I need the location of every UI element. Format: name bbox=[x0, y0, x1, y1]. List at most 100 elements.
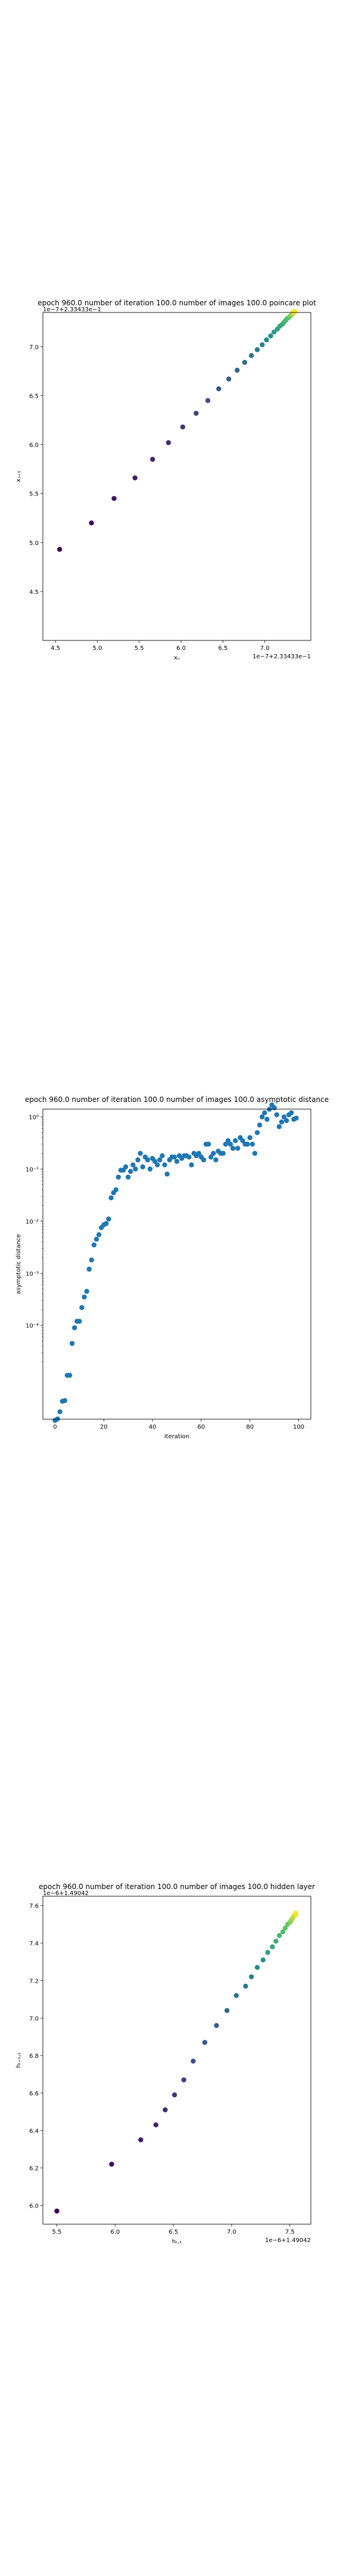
scatter-point bbox=[274, 1112, 279, 1117]
x-tick-label: 20 bbox=[100, 1424, 108, 1431]
scatter-point bbox=[202, 2039, 208, 2045]
x-tick-label: 6.5 bbox=[218, 645, 227, 652]
scatter-point bbox=[67, 1373, 73, 1378]
chart-title: epoch 960.0 number of iteration 100.0 nu… bbox=[39, 1883, 315, 1891]
scatter-point bbox=[132, 475, 138, 481]
poincare-plot-svg: epoch 960.0 number of iteration 100.0 nu… bbox=[15, 299, 316, 661]
y-tick-label: 7.0 bbox=[29, 2015, 39, 2022]
y-axis-label: xₙ₊₁ bbox=[15, 470, 22, 482]
asymptotic-distance-svg: epoch 960.0 number of iteration 100.0 nu… bbox=[15, 1095, 329, 1440]
scatter-point bbox=[54, 2208, 60, 2214]
x-tick-label: 7.0 bbox=[227, 2229, 236, 2236]
scatter-point bbox=[191, 2058, 196, 2064]
scatter-point bbox=[108, 1195, 114, 1201]
scatter-point bbox=[260, 342, 265, 348]
scatter-point bbox=[259, 1114, 265, 1120]
scatter-point bbox=[160, 1153, 165, 1159]
x-tick-label: 100 bbox=[293, 1424, 304, 1431]
scatter-point bbox=[283, 1118, 289, 1123]
scatter-point bbox=[262, 1110, 267, 1116]
scatter-point bbox=[163, 2107, 168, 2113]
x-tick-label: 60 bbox=[198, 1424, 205, 1431]
scatter-point bbox=[130, 1162, 136, 1168]
scatter-point bbox=[89, 520, 94, 526]
scatter-point bbox=[220, 1150, 226, 1156]
y-tick-label: 7.4 bbox=[29, 1941, 39, 1948]
scatter-point bbox=[242, 360, 248, 365]
asymptotic-distance-chart: epoch 960.0 number of iteration 100.0 nu… bbox=[0, 1079, 343, 1461]
scatter-point bbox=[145, 1157, 151, 1163]
x-axis-label: hₜ,₁ bbox=[172, 2238, 182, 2245]
scatter-point bbox=[128, 1169, 133, 1174]
scatter-point bbox=[196, 1150, 202, 1156]
x-tick-label: 0 bbox=[53, 1424, 57, 1431]
y-offset-text: 1e−7+2.33433e−1 bbox=[43, 306, 101, 313]
scatter-point bbox=[174, 1159, 180, 1164]
scatter-point bbox=[135, 1157, 141, 1163]
y-tick-label: 10⁻³ bbox=[26, 1271, 39, 1277]
scatter-point bbox=[123, 1164, 129, 1170]
x-offset-text: 1e−7+2.33433e−1 bbox=[252, 654, 311, 660]
scatter-point bbox=[243, 1983, 248, 1989]
x-tick-label: 5.0 bbox=[92, 645, 102, 652]
y-tick-label: 6.4 bbox=[29, 2128, 39, 2135]
scatter-point bbox=[86, 1267, 92, 1272]
scatter-point bbox=[254, 1130, 260, 1135]
scatter-point bbox=[96, 1232, 102, 1237]
hidden-layer-chart: epoch 960.0 number of iteration 100.0 nu… bbox=[0, 1866, 343, 2260]
scatter-point bbox=[276, 1933, 282, 1939]
scatter-point bbox=[172, 1154, 177, 1160]
y-tick-label: 5.0 bbox=[29, 540, 39, 547]
y-axis-label: asymptotic distance bbox=[15, 1234, 22, 1294]
scatter-point bbox=[77, 1318, 82, 1324]
plot-frame bbox=[42, 1109, 311, 1420]
y-tick-label: 4.5 bbox=[29, 589, 39, 596]
x-offset-text: 1e−6+1.49042 bbox=[265, 2237, 311, 2244]
scatter-point bbox=[292, 309, 298, 314]
chart-title: epoch 960.0 number of iteration 100.0 nu… bbox=[25, 1095, 329, 1104]
scatter-point bbox=[205, 398, 211, 403]
scatter-point bbox=[172, 2092, 177, 2098]
y-tick-label: 6.6 bbox=[29, 2091, 39, 2097]
scatter-point bbox=[264, 1116, 270, 1122]
y-axis-label: hₜ₊₁,₁ bbox=[15, 2052, 22, 2068]
scatter-point bbox=[280, 1929, 286, 1934]
scatter-point bbox=[157, 1157, 163, 1163]
scatter-point bbox=[71, 1325, 77, 1330]
chart-title: epoch 960.0 number of iteration 100.0 nu… bbox=[38, 299, 316, 307]
y-tick-label: 10⁻² bbox=[26, 1219, 39, 1225]
scatter-point bbox=[111, 496, 117, 501]
scatter-point bbox=[150, 457, 155, 462]
scatter-point bbox=[138, 1150, 143, 1156]
scatter-point bbox=[109, 2162, 114, 2167]
scatter-point bbox=[276, 1124, 282, 1129]
scatter-point bbox=[270, 1944, 275, 1950]
scatter-point bbox=[223, 1141, 229, 1147]
scatter-point bbox=[235, 367, 240, 373]
scatter-point bbox=[289, 1110, 294, 1116]
scatter-point bbox=[268, 333, 273, 339]
y-tick-label: 10⁰ bbox=[29, 1114, 39, 1121]
scatter-point bbox=[155, 1162, 160, 1168]
scatter-point bbox=[214, 2023, 219, 2029]
scatter-point bbox=[240, 1138, 245, 1144]
scatter-point bbox=[211, 1150, 216, 1156]
scatter-point bbox=[205, 1141, 211, 1147]
scatter-point bbox=[186, 1154, 192, 1160]
y-tick-label: 7.6 bbox=[29, 1903, 39, 1910]
x-tick-label: 5.5 bbox=[52, 2229, 62, 2236]
scatter-point bbox=[140, 1164, 145, 1170]
scatter-point bbox=[224, 2008, 230, 2013]
scatter-point bbox=[248, 353, 254, 358]
x-tick-label: 6.0 bbox=[176, 645, 186, 652]
scatter-point bbox=[93, 1237, 99, 1242]
y-tick-label: 10⁻¹ bbox=[26, 1167, 39, 1174]
x-tick-label: 80 bbox=[246, 1424, 254, 1431]
scatter-point bbox=[164, 1171, 170, 1177]
scatter-point bbox=[84, 1289, 89, 1294]
scatter-point bbox=[79, 1305, 85, 1310]
scatter-point bbox=[166, 440, 172, 445]
scatter-point bbox=[265, 1950, 270, 1955]
scatter-point bbox=[208, 1154, 214, 1160]
y-tick-label: 6.0 bbox=[29, 2203, 39, 2210]
